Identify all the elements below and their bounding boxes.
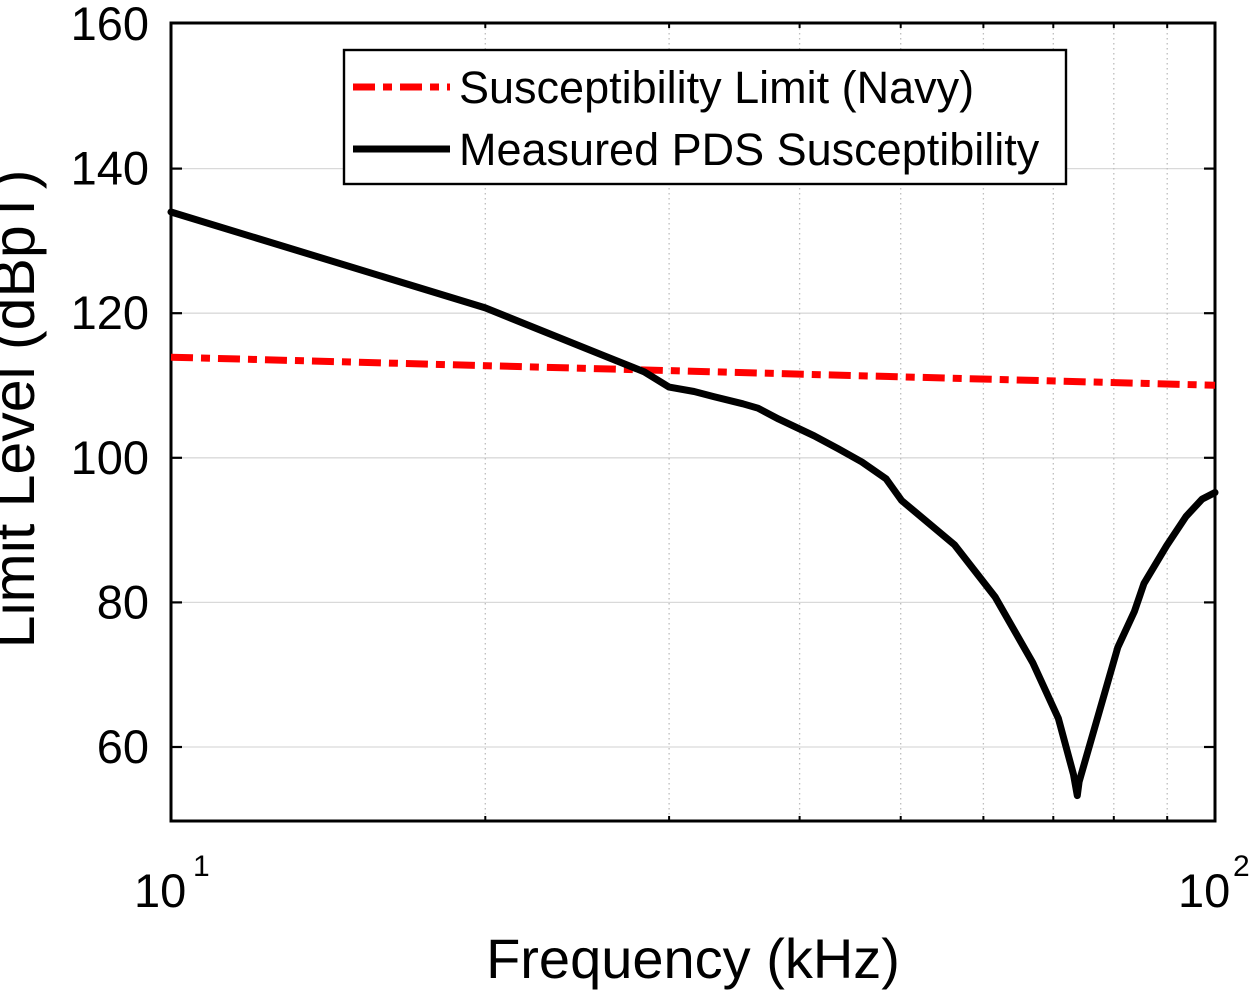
- svg-text:140: 140: [71, 142, 149, 195]
- svg-text:1: 1: [193, 850, 210, 883]
- svg-text:Limit Level (dBpT): Limit Level (dBpT): [0, 170, 47, 649]
- svg-text:Frequency (kHz): Frequency (kHz): [486, 927, 900, 990]
- svg-text:Susceptibility Limit (Navy): Susceptibility Limit (Navy): [459, 62, 974, 113]
- svg-text:10: 10: [134, 864, 186, 917]
- svg-text:2: 2: [1233, 850, 1250, 883]
- svg-text:100: 100: [71, 431, 149, 484]
- svg-text:120: 120: [71, 286, 149, 339]
- svg-text:10: 10: [1178, 864, 1230, 917]
- svg-text:80: 80: [97, 575, 149, 628]
- svg-text:60: 60: [97, 720, 149, 773]
- svg-text:160: 160: [71, 0, 149, 50]
- svg-text:Measured PDS Susceptibility: Measured PDS Susceptibility: [459, 124, 1040, 175]
